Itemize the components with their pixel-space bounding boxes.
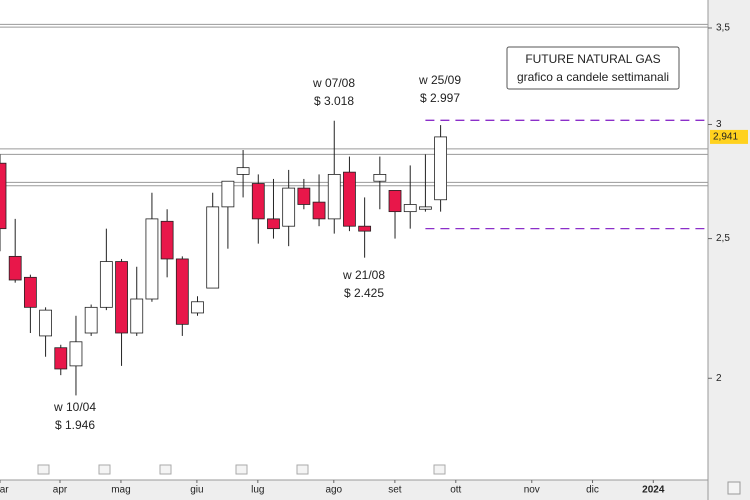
scroll-button[interactable]: [727, 481, 741, 495]
candle-body: [251, 183, 265, 220]
candle-body: [115, 261, 128, 334]
event-icon: [235, 464, 248, 475]
event-icon: [159, 464, 172, 475]
candle-body: [175, 258, 189, 325]
x-tick-label: mag: [111, 485, 130, 496]
x-tick-label: apr: [53, 485, 68, 496]
candle-body: [221, 180, 235, 208]
annotation-price: $ 2.425: [344, 286, 384, 300]
candle-body: [327, 173, 341, 220]
event-icon: [37, 464, 50, 475]
candle-body: [206, 206, 220, 289]
candle-body: [388, 190, 402, 213]
candle-body: [419, 206, 432, 210]
x-tick-label: set: [388, 485, 402, 496]
x-tick-label: mar: [0, 485, 9, 496]
x-tick-label: dic: [586, 485, 599, 496]
candle-body: [130, 298, 144, 334]
candle-body: [54, 347, 68, 370]
candle-body: [373, 173, 387, 182]
box-title: FUTURE NATURAL GAS: [525, 52, 660, 66]
price-axis-panel: [708, 0, 750, 500]
candle-body: [297, 187, 311, 205]
candle-body: [282, 187, 296, 227]
x-tick-label: ago: [325, 485, 342, 496]
candle-body: [434, 136, 448, 201]
y-tick-label: 2,5: [716, 233, 730, 244]
y-tick-label: 3,5: [716, 23, 730, 34]
last-price-label: 2,941: [713, 132, 738, 143]
annotation-week: w 21/08: [342, 268, 385, 282]
candle-body: [343, 171, 356, 227]
y-tick-label: 3: [716, 119, 722, 130]
annotation-price: $ 2.997: [420, 91, 460, 105]
candle-body: [267, 218, 280, 230]
x-tick-label: lug: [251, 485, 264, 496]
annotation-price: $ 1.946: [55, 418, 95, 432]
plot: [0, 23, 708, 396]
candle-body: [358, 225, 372, 232]
annotation-week: w 10/04: [53, 400, 96, 414]
event-icon: [433, 464, 446, 475]
candle-body: [0, 162, 7, 230]
time-axis-panel: [0, 480, 708, 500]
x-tick-label: giu: [190, 485, 203, 496]
annotation-week: w 25/09: [418, 73, 461, 87]
candle-body: [160, 220, 174, 260]
x-tick-label: ott: [450, 485, 461, 496]
candle-body: [39, 309, 52, 337]
event-icon: [296, 464, 309, 475]
candle-body: [145, 218, 159, 300]
candle-body: [8, 255, 22, 281]
candle-body: [69, 341, 83, 367]
event-icons: [37, 464, 446, 475]
candle-body: [312, 201, 326, 220]
event-icon: [98, 464, 111, 475]
y-tick-label: 2: [716, 373, 722, 384]
candle-body: [84, 306, 98, 334]
candle-body: [191, 301, 204, 314]
annotation-week: w 07/08: [312, 76, 355, 90]
x-tick-label: 2024: [642, 485, 665, 496]
title-box: [506, 46, 680, 90]
candle-body: [236, 167, 250, 175]
candle-body: [23, 276, 37, 308]
annotation-price: $ 3.018: [314, 94, 354, 108]
box-subtitle: grafico a candele settimanali: [517, 70, 669, 84]
x-tick-label: nov: [524, 485, 540, 496]
last-price-box: [710, 129, 748, 144]
candle-body: [99, 261, 113, 308]
candle-body: [403, 204, 417, 213]
